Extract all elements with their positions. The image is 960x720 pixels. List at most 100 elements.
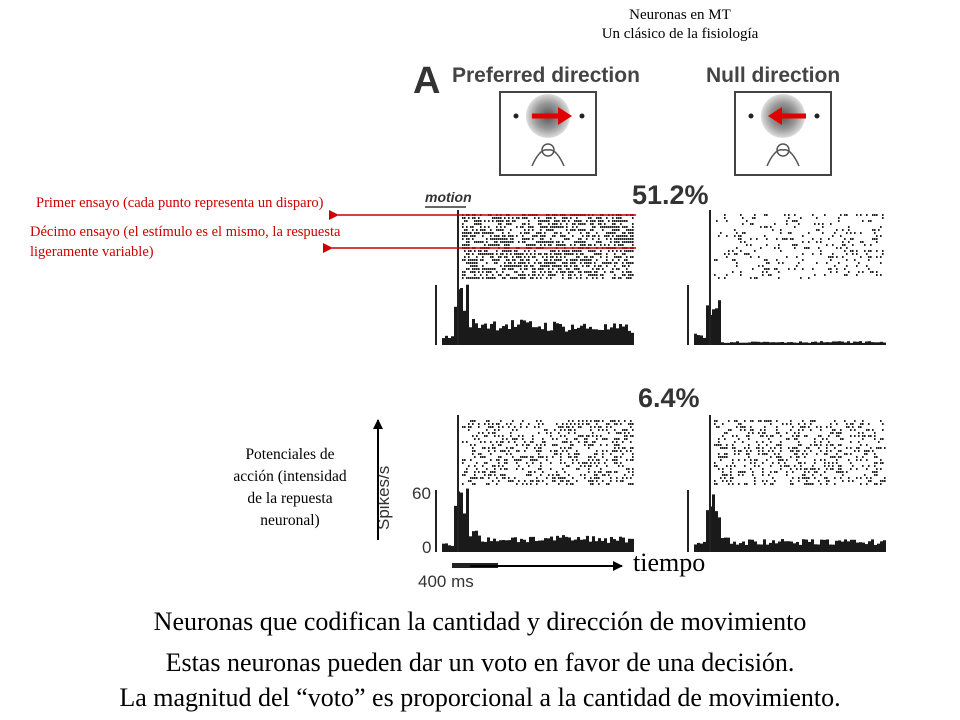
spike-tick xyxy=(566,259,568,261)
spike-tick xyxy=(876,238,878,240)
spike-tick xyxy=(846,265,848,267)
spike-tick xyxy=(500,444,502,446)
spike-tick xyxy=(596,277,598,279)
spike-tick xyxy=(626,435,628,437)
spike-tick xyxy=(860,214,862,216)
spike-tick xyxy=(866,429,868,431)
spike-tick xyxy=(846,471,848,473)
spike-tick xyxy=(614,277,616,279)
spike-tick xyxy=(630,241,632,243)
spike-tick xyxy=(788,217,790,219)
spike-tick xyxy=(798,432,800,434)
spike-tick xyxy=(566,253,568,255)
histogram-bin xyxy=(694,333,697,345)
histogram-bin xyxy=(514,326,517,345)
histogram-bin xyxy=(532,536,535,552)
spike-tick xyxy=(550,262,552,264)
spike-tick xyxy=(872,429,874,431)
spike-tick xyxy=(872,271,874,273)
spike-tick xyxy=(798,429,800,431)
y-tick-0: 0 xyxy=(422,538,432,557)
histogram-bin xyxy=(865,341,868,345)
spike-tick xyxy=(624,429,626,431)
spike-tick xyxy=(798,435,800,437)
spike-tick xyxy=(754,277,756,279)
spike-tick xyxy=(742,223,744,225)
spike-tick xyxy=(716,420,718,422)
spike-tick xyxy=(608,235,610,237)
spike-tick xyxy=(504,256,506,258)
spike-tick xyxy=(622,265,624,267)
spike-tick xyxy=(474,471,476,473)
spike-tick xyxy=(564,244,566,246)
spike-tick xyxy=(562,244,564,246)
spike-tick xyxy=(558,250,560,252)
spike-tick xyxy=(808,447,810,449)
spike-tick xyxy=(750,426,752,428)
spike-tick xyxy=(474,456,476,458)
caption-line-3: La magnitud del “voto” es proporcional a… xyxy=(119,683,841,712)
spike-tick xyxy=(860,477,862,479)
spike-tick xyxy=(468,465,470,467)
spike-tick xyxy=(572,259,574,261)
spike-tick xyxy=(882,253,884,255)
spike-tick xyxy=(562,274,564,276)
spike-tick xyxy=(518,256,520,258)
spike-tick xyxy=(566,238,568,240)
spike-tick xyxy=(756,459,758,461)
spike-tick xyxy=(494,468,496,470)
spike-tick xyxy=(632,474,634,476)
spike-tick xyxy=(626,220,628,222)
spike-tick xyxy=(830,456,832,458)
spike-tick xyxy=(622,241,624,243)
spike-tick xyxy=(730,429,732,431)
spike-tick xyxy=(590,480,592,482)
spike-tick xyxy=(718,277,720,279)
spike-tick xyxy=(578,241,580,243)
spike-tick xyxy=(778,462,780,464)
histogram-bin xyxy=(769,342,772,345)
spike-tick xyxy=(864,250,866,252)
spike-tick xyxy=(576,459,578,461)
spike-tick xyxy=(520,259,522,261)
spike-tick xyxy=(854,429,856,431)
histogram-bin xyxy=(610,536,613,552)
spike-tick xyxy=(826,426,828,428)
spike-tick xyxy=(876,271,878,273)
spike-tick xyxy=(806,477,808,479)
spike-tick xyxy=(494,259,496,261)
spike-tick xyxy=(848,226,850,228)
spike-tick xyxy=(516,256,518,258)
histogram-bin xyxy=(619,536,622,552)
spike-tick xyxy=(800,444,802,446)
spike-tick xyxy=(576,250,578,252)
histogram-bin xyxy=(703,541,706,552)
spike-tick xyxy=(618,244,620,246)
spike-tick xyxy=(536,235,538,237)
spike-tick xyxy=(630,277,632,279)
spike-tick xyxy=(630,426,632,428)
histogram-bin xyxy=(712,494,715,552)
spike-tick xyxy=(574,268,576,270)
spike-tick xyxy=(582,435,584,437)
spike-tick xyxy=(758,256,760,258)
histogram-bin xyxy=(754,541,757,552)
spike-tick xyxy=(540,226,542,228)
spike-tick xyxy=(504,468,506,470)
spike-tick xyxy=(788,447,790,449)
spike-tick xyxy=(550,259,552,261)
spike-tick xyxy=(626,229,628,231)
spike-tick xyxy=(736,262,738,264)
spike-tick xyxy=(744,483,746,485)
histogram-bin xyxy=(781,341,784,345)
spike-tick xyxy=(588,259,590,261)
spike-tick xyxy=(552,226,554,228)
spike-tick xyxy=(596,217,598,219)
spike-tick xyxy=(490,453,492,455)
spike-tick xyxy=(584,271,586,273)
spike-tick xyxy=(866,253,868,255)
spike-tick xyxy=(632,262,634,264)
spike-tick xyxy=(496,244,498,246)
spike-tick xyxy=(732,447,734,449)
spike-tick xyxy=(486,274,488,276)
